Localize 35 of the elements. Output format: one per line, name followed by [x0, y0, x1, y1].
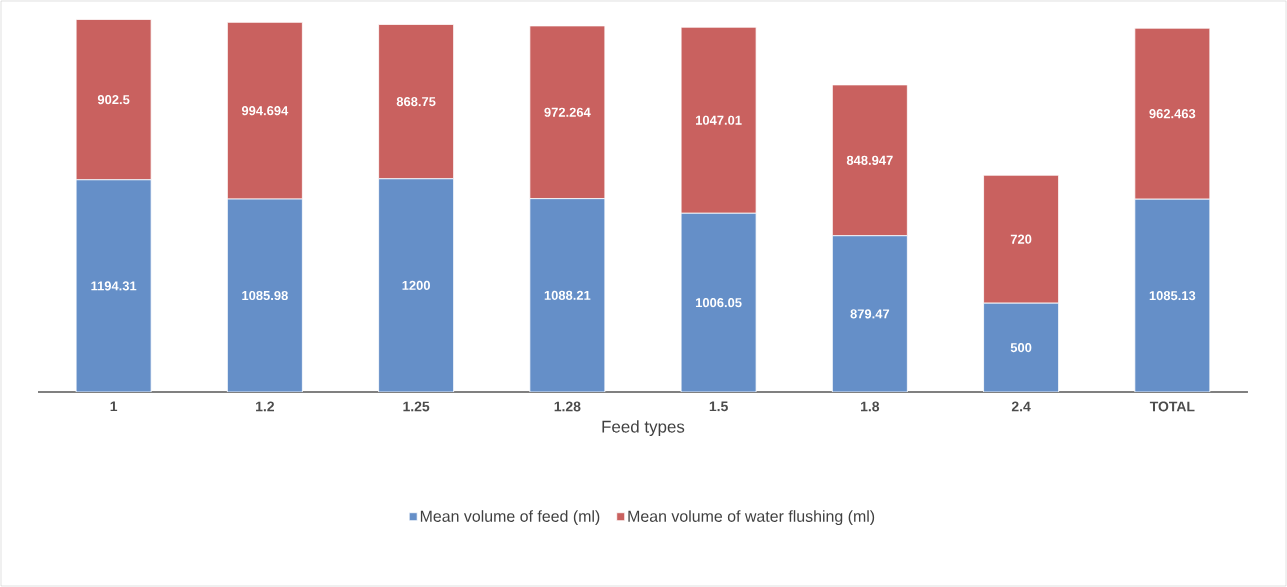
x-tick-label: 1.5 — [709, 401, 728, 412]
data-label: 962.463 — [1149, 109, 1196, 119]
bar — [529, 198, 606, 392]
x-tick-label: 1.25 — [403, 401, 430, 412]
x-axis-title: Feed types — [602, 420, 685, 437]
legend-label: Mean volume of water flushing (ml) — [628, 510, 875, 526]
data-label: 848.947 — [846, 155, 893, 165]
bar — [1134, 198, 1211, 392]
data-label: 879.47 — [850, 309, 890, 319]
bar — [831, 235, 908, 392]
data-label: 1006.05 — [696, 298, 742, 308]
data-label: 1200 — [402, 280, 430, 290]
data-label: 902.5 — [97, 95, 130, 105]
data-label: 1085.13 — [1149, 291, 1196, 301]
legend-label: Mean volume of feed (ml) — [420, 510, 600, 526]
bar — [378, 178, 455, 392]
data-label: 972.264 — [544, 107, 591, 117]
bar — [75, 179, 152, 392]
data-label: 720 — [1010, 234, 1032, 244]
bar — [983, 302, 1059, 392]
x-tick-label: 1.2 — [256, 401, 275, 412]
x-tick-label: 2.4 — [1011, 401, 1031, 412]
data-label: 1085.98 — [242, 290, 288, 301]
data-label: 1047.01 — [696, 115, 742, 125]
bar — [226, 198, 303, 392]
x-tick-label: TOTAL — [1149, 401, 1195, 412]
x-tick-label: 1 — [110, 401, 118, 412]
x-tick-label: 1.28 — [554, 401, 581, 412]
x-tick-label: 1.8 — [861, 401, 880, 412]
data-label: 868.75 — [396, 97, 436, 107]
data-label: 994.694 — [241, 106, 289, 116]
bar — [680, 212, 757, 392]
data-label: 1088.21 — [544, 290, 591, 300]
data-label: 500 — [1010, 342, 1032, 353]
data-label: 1194.31 — [91, 281, 137, 291]
